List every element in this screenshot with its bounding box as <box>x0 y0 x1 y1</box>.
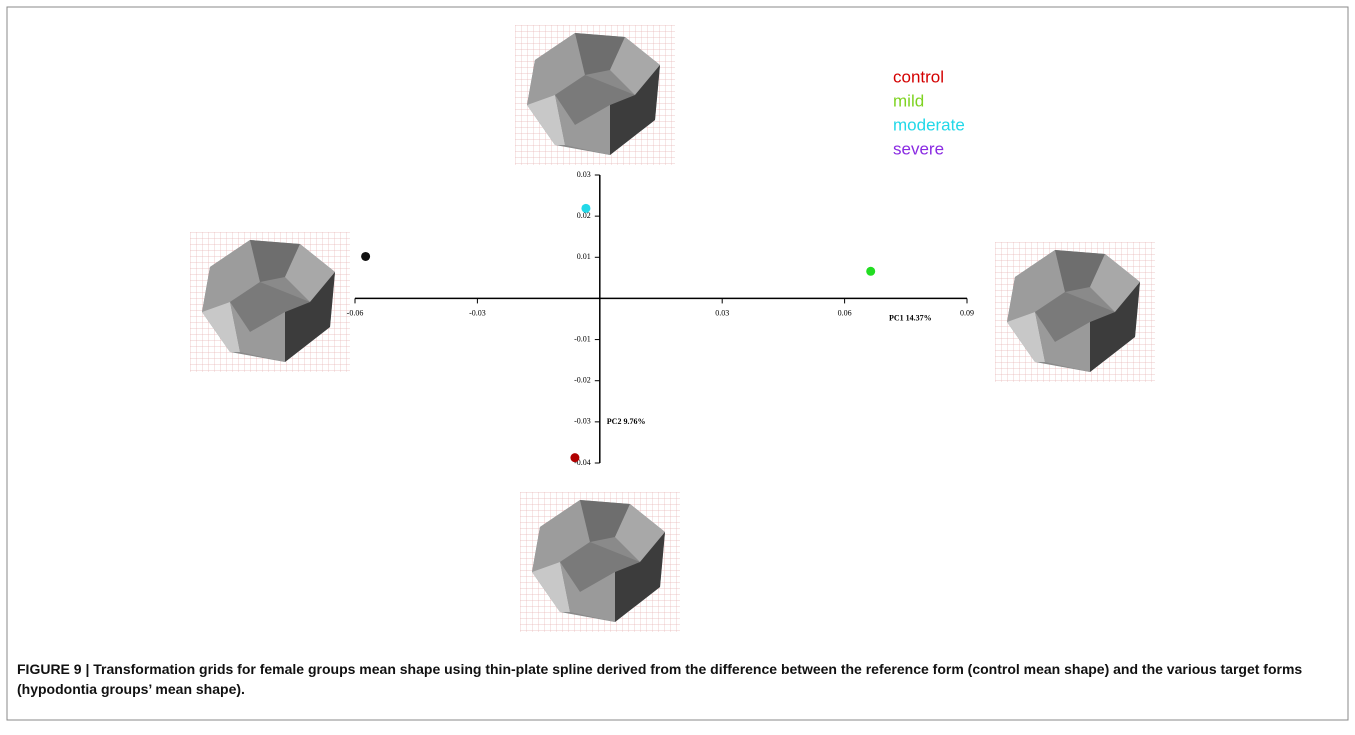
x-tick-label: -0.03 <box>469 308 486 317</box>
legend-entry: moderate <box>893 115 965 134</box>
legend-entry: mild <box>893 91 924 110</box>
y-tick-label: -0.03 <box>574 417 591 426</box>
x-tick-label: 0.09 <box>960 308 974 317</box>
x-tick-label: -0.06 <box>347 308 364 317</box>
tooth-shape-bottom <box>520 492 680 632</box>
y-tick-label: -0.01 <box>574 334 591 343</box>
legend-entry: severe <box>893 139 944 158</box>
tooth-shape-left <box>190 232 350 372</box>
y-tick-label: -0.02 <box>574 376 591 385</box>
x-tick-label: 0.03 <box>715 308 729 317</box>
point <box>361 251 371 261</box>
frame <box>6 6 1349 721</box>
x-tick-label: 0.06 <box>838 308 852 317</box>
x-axis-label: PC1 14.37% <box>889 313 932 322</box>
caption: FIGURE 9 | Transformation grids for fema… <box>17 661 1303 697</box>
y-tick-label: 0.03 <box>577 170 591 179</box>
y-tick-label: 0.02 <box>577 211 591 220</box>
point <box>570 453 580 463</box>
point <box>581 203 591 213</box>
legend-entry: control <box>893 67 944 86</box>
y-tick-label: -0.04 <box>574 458 591 467</box>
y-axis-label: PC2 9.76% <box>607 417 646 426</box>
tooth-shape-right <box>995 242 1155 382</box>
tooth-shape-top <box>515 25 675 165</box>
y-tick-label: 0.01 <box>577 252 591 261</box>
point <box>866 266 876 276</box>
